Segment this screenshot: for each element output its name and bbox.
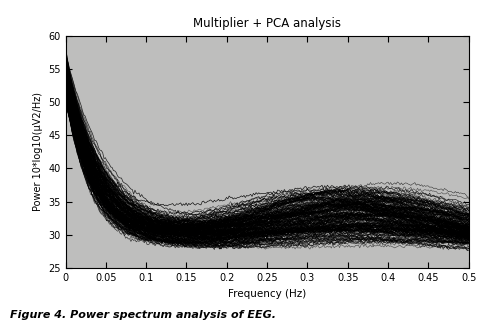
Title: Multiplier + PCA analysis: Multiplier + PCA analysis <box>193 17 341 30</box>
Text: Figure 4. Power spectrum analysis of EEG.: Figure 4. Power spectrum analysis of EEG… <box>10 310 276 320</box>
Y-axis label: Power 10*log10(μV2/Hz): Power 10*log10(μV2/Hz) <box>33 92 43 211</box>
X-axis label: Frequency (Hz): Frequency (Hz) <box>228 288 306 298</box>
